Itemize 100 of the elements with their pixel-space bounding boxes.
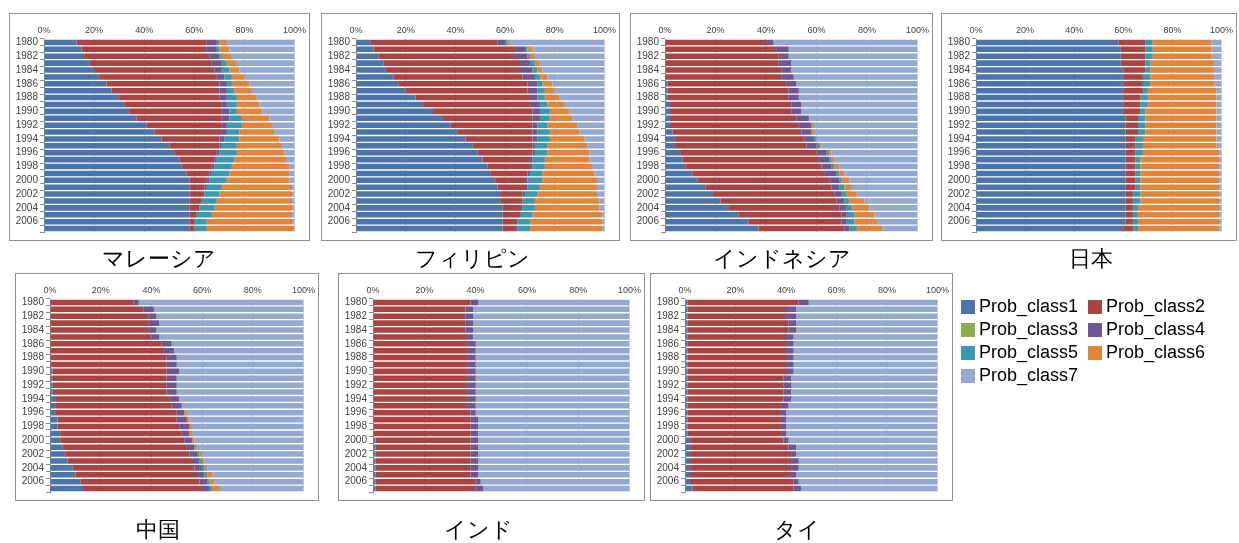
- bar: [57, 423, 180, 430]
- text: インドネシア: [712, 246, 852, 272]
- bar: [179, 156, 215, 163]
- bar: [478, 416, 630, 423]
- legend-label: Prob_class1: [979, 295, 1079, 318]
- y-tick-label: 1992: [947, 118, 971, 130]
- y-tick-label: 1980: [21, 296, 45, 308]
- x-tick-label: 100%: [925, 285, 950, 296]
- y-tick-label: 1996: [344, 406, 368, 418]
- y-tick-label: 1982: [656, 309, 680, 321]
- bar: [356, 225, 503, 232]
- y-tick-label: 1994: [947, 132, 971, 144]
- x-tick-label: 20%: [396, 25, 415, 36]
- bar: [687, 368, 786, 375]
- y-tick-label: 1998: [656, 420, 680, 432]
- bar: [375, 485, 476, 492]
- bar: [670, 108, 792, 115]
- bar: [259, 101, 295, 108]
- y-tick-label: 1986: [656, 337, 680, 349]
- bar: [685, 361, 688, 368]
- y-tick-label: 2002: [327, 187, 351, 199]
- y-tick-label: 1998: [947, 160, 971, 172]
- y-tick-label: 1994: [21, 392, 45, 404]
- text: フィリピン: [413, 246, 531, 272]
- bar: [849, 225, 857, 232]
- y-tick-label: 1994: [656, 392, 680, 404]
- y-tick-label: 2006: [21, 475, 45, 487]
- bar: [214, 156, 217, 163]
- bar: [50, 299, 134, 306]
- bar: [467, 354, 476, 361]
- bar: [219, 53, 222, 59]
- bar: [189, 416, 304, 423]
- x-tick-label: 60%: [193, 285, 212, 296]
- bar: [539, 108, 550, 115]
- y-tick-label: 1982: [947, 49, 971, 61]
- x-tick-label: 60%: [517, 285, 536, 296]
- bar: [373, 361, 468, 368]
- y-tick-label: 2002: [656, 447, 680, 459]
- bar: [44, 156, 180, 163]
- bar: [191, 430, 304, 437]
- bar: [50, 423, 58, 430]
- bar: [976, 39, 1119, 46]
- bar: [786, 361, 794, 368]
- y-tick-label: 1996: [21, 406, 45, 418]
- x-tick-label: 100%: [282, 25, 307, 36]
- y-tick-label: 1984: [21, 323, 45, 335]
- bar: [236, 94, 257, 101]
- y-tick-label: 1988: [327, 91, 351, 103]
- bar: [685, 423, 688, 430]
- bar: [467, 361, 476, 368]
- bar: [184, 409, 187, 416]
- bar: [544, 94, 560, 101]
- y-tick-label: 1986: [947, 77, 971, 89]
- y-tick-label: 2002: [947, 187, 971, 199]
- bar: [685, 485, 693, 492]
- text: タイ: [773, 517, 821, 543]
- bar: [834, 156, 918, 163]
- y-tick-label: 1992: [636, 118, 660, 130]
- bar: [50, 354, 167, 361]
- bar: [824, 170, 837, 177]
- x-tick-label: 60%: [1114, 25, 1133, 36]
- y-tick-label: 1990: [947, 105, 971, 117]
- bar: [685, 368, 688, 375]
- bar: [685, 354, 688, 361]
- x-tick-label: 40%: [756, 25, 775, 36]
- bar: [194, 444, 198, 450]
- x-tick-label: 40%: [466, 285, 485, 296]
- bar: [356, 108, 434, 115]
- bar: [786, 354, 794, 361]
- y-tick-label: 2004: [947, 201, 971, 213]
- bar: [373, 430, 471, 437]
- bar: [976, 163, 1126, 170]
- x-tick-label: 100%: [592, 25, 617, 36]
- bar: [236, 108, 262, 115]
- bar: [1125, 163, 1136, 170]
- bar: [206, 39, 217, 46]
- y-tick-label: 1998: [327, 160, 351, 172]
- bar: [483, 485, 630, 492]
- bar: [976, 156, 1126, 163]
- y-tick-label: 1998: [15, 160, 39, 172]
- bar: [542, 170, 595, 177]
- x-tick-label: 40%: [142, 285, 161, 296]
- y-tick-label: 1988: [21, 351, 45, 363]
- x-tick-label: 20%: [415, 285, 434, 296]
- bar: [515, 225, 518, 232]
- bar: [529, 225, 603, 232]
- y-tick-label: 2000: [21, 434, 45, 446]
- bar: [202, 485, 210, 492]
- bar: [181, 163, 212, 170]
- bar: [786, 430, 938, 437]
- bar: [547, 101, 565, 108]
- bar: [687, 299, 799, 306]
- x-tick-label: 0%: [37, 25, 51, 36]
- bar: [219, 485, 304, 492]
- x-tick-label: 80%: [545, 25, 564, 36]
- y-tick-label: 1996: [947, 146, 971, 158]
- y-tick-label: 1986: [327, 77, 351, 89]
- x-tick-label: 0%: [969, 25, 983, 36]
- y-tick-label: 1980: [947, 36, 971, 48]
- x-tick-label: 80%: [243, 285, 262, 296]
